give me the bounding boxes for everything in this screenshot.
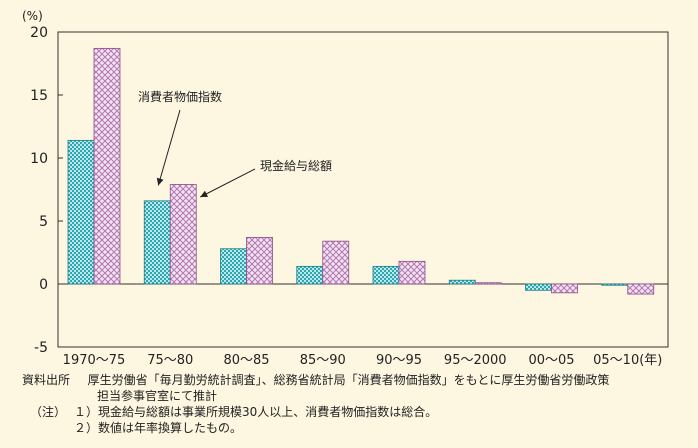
x-tick-label: 75～80 [147,353,193,368]
y-tick-label: 15 [30,88,48,104]
bar-cpi [246,236,273,285]
note-label: （注） [29,405,66,419]
bar-cpi [169,184,197,285]
annotation-wage: 現金給与総額 [260,158,332,173]
source-label: 資料出所 [22,373,71,387]
plot-area: -5 0 5 10 15 20 (%) 1970～75 75～80 80～85 85～90 90～95… [22,9,669,368]
y-tick-label: -5 [34,340,48,356]
annotation-cpi-arrow-line [157,109,181,186]
x-tick-label: 95～2000 [444,353,507,368]
bar-wage [296,265,324,285]
bar-wage [67,139,95,285]
source-line-1: 資料出所 厚生労働省「毎月勤労統計調査」、総務省統計局「消費者物価指数」をもとに… [22,372,692,388]
y-axis-label: (%) [22,9,43,23]
y-tick-label: 0 [39,277,48,293]
bar-cpi [551,283,578,294]
bar-cpi [627,283,655,295]
y-tick-label: 10 [30,151,48,167]
bar-wage [143,200,171,285]
bar-cpi [398,260,426,285]
annotation-wage-arrow-head [200,190,209,197]
x-tick-label: 90～95 [376,353,422,368]
source-text-1: 厚生労働省「毎月勤労統計調査」、総務省統計局「消費者物価指数」をもとに厚生労働省… [87,373,610,387]
note-row-1: （注） １）現金給与総額は事業所規模30人以上、消費者物価指数は総合。 [22,404,692,420]
chart-area: -5 0 5 10 15 20 (%) 1970～75 75～80 80～85 85～90 90～95… [22,9,669,368]
bar-chart: -5 0 5 10 15 20 (%) 1970～75 75～80 80～85 85～90 90～95… [22,9,669,368]
y-tick-label: 5 [39,214,48,230]
y-tick-label: 20 [30,25,48,41]
annotation-cpi-arrow-head [156,177,164,186]
x-tick-label: 85～90 [300,353,346,368]
source-text-2: 担当参事官室にて推計 [97,389,218,403]
note-1: １）現金給与総額は事業所規模30人以上、消費者物価指数は総合。 [74,405,438,419]
x-tick-label: 05～10(年) [593,353,662,368]
bar-cpi [474,282,502,285]
x-tick-label: 00～05 [528,353,574,368]
bar-wage [601,283,629,286]
annotation-wage-arrow-line [200,168,256,198]
x-tick-label: 1970～75 [63,353,126,368]
source-line-2: 担当参事官室にて推計 [22,388,692,404]
note-row-2: （注） ２）数値は年率換算したもの。 [22,420,692,436]
note-2: ２）数値は年率換算したもの。 [74,421,243,435]
source-notes: 資料出所 厚生労働省「毎月勤労統計調査」、総務省統計局「消費者物価指数」をもとに… [22,372,692,436]
bar-wage [448,279,476,285]
plot-frame [57,31,669,348]
bar-wage [372,265,400,285]
annotation-cpi: 消費者物価指数 [138,89,222,104]
x-tick-label: 80～85 [223,353,269,368]
bar-wage [220,248,247,285]
bar-cpi [322,240,350,285]
bar-cpi [93,47,121,285]
bar-wage [525,283,552,291]
